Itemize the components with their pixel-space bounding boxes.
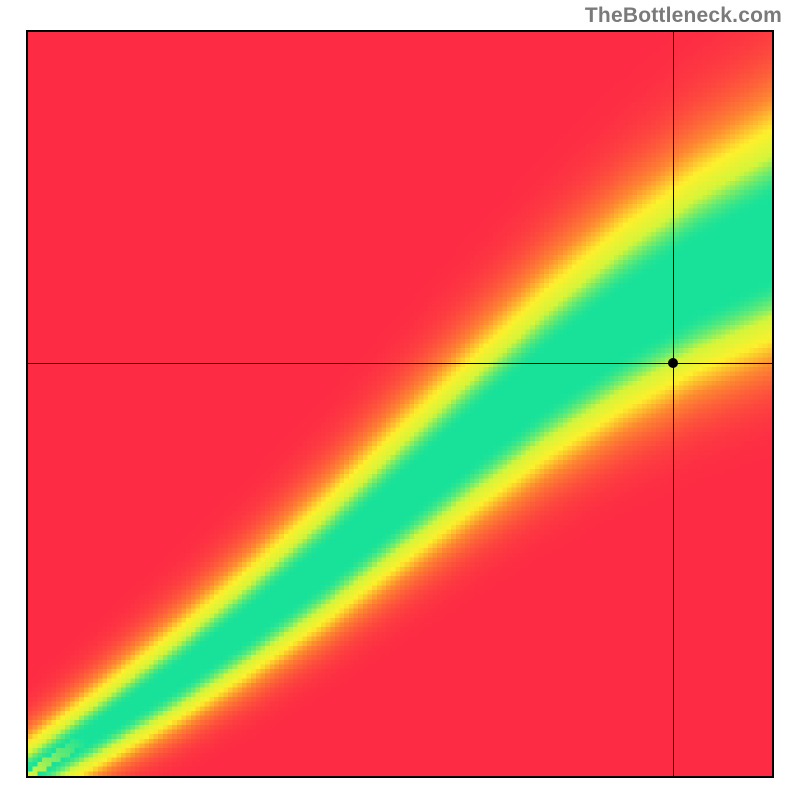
- plot-frame: [26, 30, 774, 778]
- chart-container: TheBottleneck.com: [0, 0, 800, 800]
- watermark-text: TheBottleneck.com: [585, 4, 782, 28]
